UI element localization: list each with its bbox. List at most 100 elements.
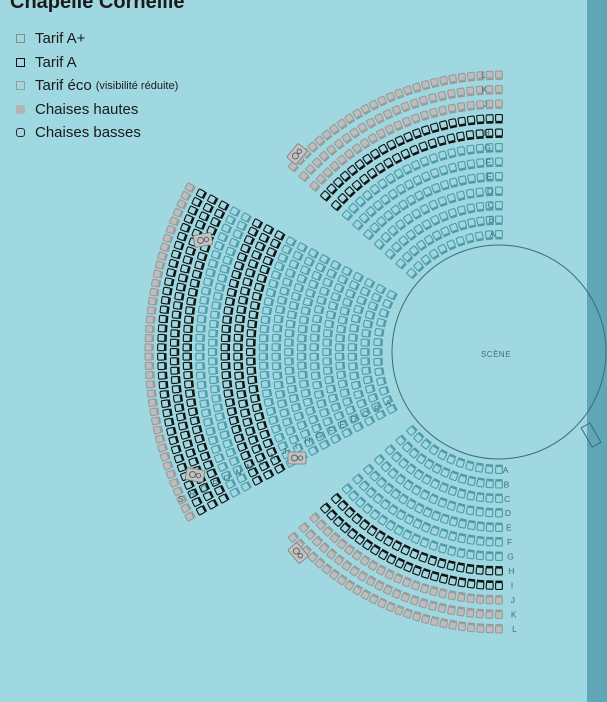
seat[interactable]	[298, 171, 311, 183]
seat[interactable]	[457, 116, 467, 127]
seat[interactable]	[449, 470, 459, 482]
seat[interactable]	[391, 587, 402, 599]
seat[interactable]	[414, 502, 425, 514]
seat[interactable]	[344, 543, 356, 556]
seat[interactable]	[247, 259, 259, 270]
seat[interactable]	[485, 186, 494, 197]
seat[interactable]	[378, 385, 390, 396]
seat[interactable]	[307, 141, 319, 154]
seat[interactable]	[165, 469, 177, 480]
seat[interactable]	[327, 393, 339, 403]
seat[interactable]	[261, 388, 273, 398]
seat[interactable]	[259, 324, 270, 334]
seat[interactable]	[315, 262, 327, 273]
seat[interactable]	[485, 522, 494, 532]
seat[interactable]	[162, 408, 173, 418]
seat[interactable]	[336, 154, 348, 167]
seat[interactable]	[393, 524, 405, 536]
seat[interactable]	[229, 206, 241, 218]
seat[interactable]	[348, 362, 359, 371]
seat[interactable]	[485, 143, 494, 153]
seat[interactable]	[201, 286, 212, 296]
seat[interactable]	[393, 120, 404, 132]
seat[interactable]	[240, 212, 252, 223]
seat[interactable]	[406, 424, 418, 436]
seat[interactable]	[219, 264, 231, 275]
seat[interactable]	[495, 609, 503, 619]
seat[interactable]	[447, 208, 458, 219]
seat[interactable]	[207, 258, 219, 269]
seat[interactable]	[364, 310, 376, 320]
seat[interactable]	[297, 324, 308, 334]
seat[interactable]	[429, 585, 439, 597]
seat[interactable]	[351, 512, 363, 525]
seat[interactable]	[157, 362, 167, 371]
seat[interactable]	[275, 389, 286, 399]
seat[interactable]	[485, 536, 494, 547]
seat[interactable]	[275, 305, 286, 315]
seat[interactable]	[330, 433, 342, 444]
seat[interactable]	[416, 239, 428, 252]
seat[interactable]	[265, 406, 277, 416]
seat[interactable]	[233, 433, 245, 443]
seat[interactable]	[145, 315, 156, 324]
seat[interactable]	[322, 338, 333, 347]
seat[interactable]	[437, 542, 448, 554]
seat[interactable]	[206, 468, 218, 479]
seat[interactable]	[362, 153, 374, 166]
seat[interactable]	[476, 172, 485, 183]
seat[interactable]	[341, 209, 354, 222]
seat[interactable]	[172, 301, 184, 310]
seat[interactable]	[495, 128, 503, 138]
seat[interactable]	[427, 138, 438, 150]
seat[interactable]	[172, 394, 184, 403]
seat[interactable]	[430, 77, 440, 89]
seat[interactable]	[208, 366, 219, 375]
seat[interactable]	[220, 334, 231, 343]
seat[interactable]	[485, 551, 494, 561]
seat[interactable]	[182, 343, 192, 352]
seat[interactable]	[218, 492, 230, 504]
seat[interactable]	[358, 479, 371, 492]
seat[interactable]	[233, 261, 245, 271]
seat[interactable]	[376, 476, 388, 488]
seat[interactable]	[438, 527, 449, 539]
seat[interactable]	[410, 159, 422, 172]
seat[interactable]	[246, 348, 256, 356]
seat[interactable]	[485, 114, 494, 124]
seat[interactable]	[322, 348, 332, 356]
seat[interactable]	[356, 398, 368, 409]
seat[interactable]	[412, 82, 422, 94]
seat[interactable]	[329, 568, 341, 581]
seat[interactable]	[226, 406, 238, 417]
seat[interactable]	[351, 549, 363, 561]
seat[interactable]	[430, 615, 440, 627]
seat[interactable]	[456, 606, 466, 617]
seat[interactable]	[475, 550, 485, 561]
seat[interactable]	[485, 157, 494, 168]
seat[interactable]	[446, 453, 457, 465]
seat[interactable]	[260, 379, 271, 389]
seat[interactable]	[194, 433, 205, 444]
seat[interactable]	[305, 405, 317, 416]
seat[interactable]	[380, 498, 392, 510]
seat[interactable]	[321, 563, 333, 575]
seat[interactable]	[305, 288, 317, 299]
seat[interactable]	[385, 601, 396, 613]
seat[interactable]	[467, 519, 476, 531]
seat[interactable]	[339, 388, 351, 398]
seat[interactable]	[466, 71, 476, 82]
seat[interactable]	[309, 512, 321, 524]
seat[interactable]	[437, 135, 447, 147]
seat[interactable]	[354, 159, 366, 171]
seat[interactable]	[456, 562, 465, 573]
seat[interactable]	[217, 461, 229, 472]
seat[interactable]	[186, 296, 197, 306]
seat[interactable]	[277, 252, 289, 264]
seat[interactable]	[384, 124, 396, 136]
seat[interactable]	[158, 380, 169, 390]
seat[interactable]	[271, 343, 281, 352]
seat[interactable]	[327, 301, 339, 311]
seat[interactable]	[199, 451, 211, 462]
seat[interactable]	[196, 251, 208, 262]
